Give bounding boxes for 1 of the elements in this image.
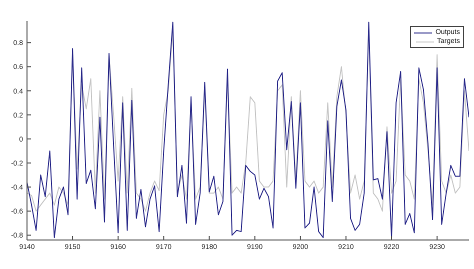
line-series bbox=[27, 22, 469, 238]
